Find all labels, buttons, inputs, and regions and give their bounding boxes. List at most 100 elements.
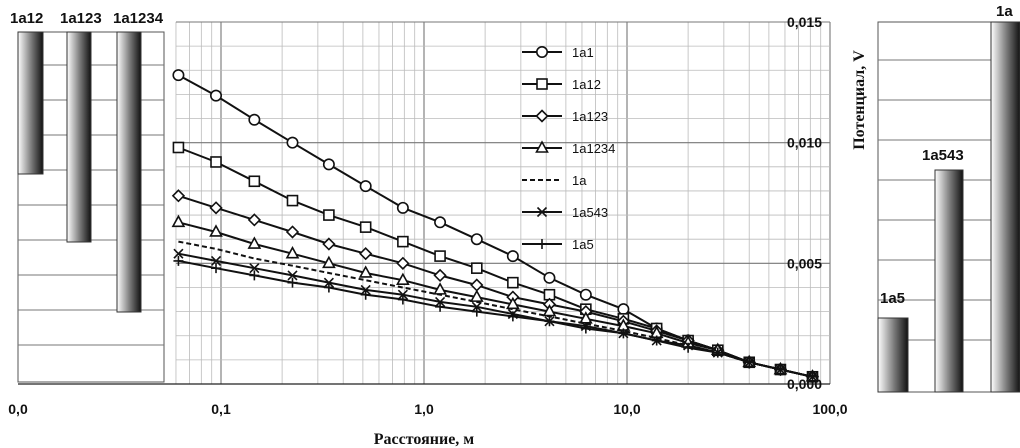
data-point-1a5 — [683, 342, 694, 353]
data-point-1a543 — [210, 255, 222, 266]
data-point-1a12 — [359, 221, 372, 233]
legend-marker-1a5 — [537, 239, 547, 249]
data-point-1a1234 — [358, 265, 373, 278]
data-point-1a5 — [744, 357, 755, 368]
left-bar-1a1234 — [116, 31, 142, 313]
data-point-1a5 — [712, 347, 723, 358]
legend-label-1a1234: 1a1234 — [572, 141, 615, 156]
right-electrode-diagram: 1a5 1a543 1a — [877, 3, 1020, 393]
data-point-1a12 — [434, 250, 446, 262]
data-point-1a5 — [651, 335, 662, 346]
data-point-1a1 — [434, 216, 447, 229]
data-point-1a1 — [172, 69, 185, 82]
y-tick-label: 0,015 — [787, 14, 822, 30]
data-point-1a1 — [470, 233, 483, 246]
x-tick-labels: 0,0 0,1 1,0 10,0 100,0 — [8, 401, 847, 417]
right-bar-1a543 — [934, 169, 964, 393]
data-point-1a1 — [248, 113, 261, 126]
data-point-1a5 — [775, 364, 786, 375]
legend-marker-1a1234 — [535, 140, 549, 153]
grid-lines — [175, 21, 831, 385]
right-label-1a5: 1a5 — [880, 290, 905, 307]
series-line-1a — [178, 240, 813, 378]
data-point-1a12 — [397, 235, 409, 248]
x-tick-label: 10,0 — [613, 401, 640, 417]
data-point-1a1 — [322, 158, 335, 171]
legend-label-1a123: 1a123 — [572, 109, 608, 124]
data-point-1a12 — [323, 209, 335, 221]
data-point-1a12 — [172, 141, 185, 154]
data-point-1a1 — [359, 180, 372, 193]
data-point-1a5 — [287, 277, 298, 288]
data-point-1a5 — [580, 323, 591, 334]
data-point-1a123 — [322, 237, 336, 251]
legend-label-1a5: 1a5 — [572, 237, 594, 252]
left-electrode-diagram: 1a12 1a123 1a1234 — [10, 10, 165, 383]
data-point-1a5 — [807, 371, 818, 382]
legend-marker-1a123 — [535, 109, 549, 123]
data-point-1a123 — [209, 201, 223, 215]
y-tick-label: 0,005 — [787, 255, 822, 271]
right-bar-1a5 — [877, 317, 909, 393]
data-point-1a543 — [173, 248, 184, 259]
left-label-1a1234: 1a1234 — [113, 10, 164, 27]
data-point-1a1 — [210, 89, 223, 102]
data-point-1a5 — [471, 306, 482, 317]
legend: 1a1 1a12 1a123 1a1234 1a 1a543 1a5 — [522, 45, 615, 252]
left-label-1a12: 1a12 — [10, 10, 43, 27]
data-point-1a1 — [543, 271, 556, 284]
left-bar-1a123 — [66, 31, 92, 243]
data-point-1a12 — [507, 276, 519, 289]
right-label-1a: 1a — [996, 3, 1013, 20]
data-point-1a5 — [435, 301, 446, 312]
data-point-1a5 — [360, 289, 371, 300]
data-point-1a12 — [286, 194, 299, 207]
x-tick-label: 100,0 — [812, 401, 847, 417]
data-point-1a543 — [287, 270, 298, 281]
legend-label-1a543: 1a543 — [572, 205, 608, 220]
right-label-1a543: 1a543 — [922, 147, 964, 164]
data-point-1a5 — [507, 311, 518, 322]
data-point-1a123 — [359, 247, 373, 261]
data-point-1a123 — [433, 268, 447, 283]
data-point-1a5 — [323, 282, 334, 293]
data-point-1a123 — [171, 189, 186, 203]
x-tick-label: 1,0 — [414, 401, 434, 417]
data-point-1a1234 — [542, 303, 557, 317]
legend-marker-1a543 — [536, 206, 548, 218]
data-point-1a1234 — [209, 224, 223, 237]
data-point-1a1234 — [285, 246, 300, 259]
left-bar-1a12 — [17, 31, 44, 175]
x-tick-label: 0,0 — [8, 401, 28, 417]
data-point-1a5 — [173, 255, 184, 266]
series-line-1a543 — [178, 252, 813, 378]
data-point-1a12 — [210, 156, 222, 168]
series-line-1a5 — [178, 259, 813, 378]
data-point-1a1234 — [578, 311, 593, 324]
legend-label-1a1: 1a1 — [572, 45, 594, 60]
legend-label-1a: 1a — [572, 173, 587, 188]
data-point-1a543 — [249, 263, 260, 274]
data-point-1a1234 — [322, 255, 336, 269]
legend-marker-1a1 — [535, 45, 548, 58]
legend-label-1a12: 1a12 — [572, 77, 601, 92]
data-point-1a1234 — [433, 282, 447, 295]
data-point-1a1 — [617, 303, 630, 316]
x-tick-label: 0,1 — [211, 401, 231, 417]
right-bar-1a — [990, 21, 1020, 393]
data-point-1a1234 — [396, 272, 410, 286]
data-point-1a1234 — [469, 289, 484, 302]
data-point-1a123 — [285, 225, 300, 239]
data-point-1a1234 — [171, 214, 186, 228]
data-point-1a1 — [286, 136, 299, 149]
data-point-1a5 — [618, 328, 629, 339]
x-axis-title: Расстояние, м — [374, 431, 475, 448]
series-lines — [177, 74, 813, 378]
y-axis-title: Потенциал, V — [851, 50, 868, 150]
left-label-1a123: 1a123 — [60, 10, 102, 27]
data-point-1a5 — [249, 270, 260, 281]
data-point-1a5 — [397, 294, 408, 305]
